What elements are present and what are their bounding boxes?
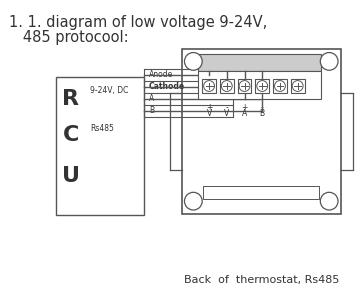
Circle shape <box>275 80 285 91</box>
Text: Cathode: Cathode <box>149 83 185 91</box>
Circle shape <box>184 52 202 70</box>
Bar <box>55 77 144 215</box>
Text: 485 protocool:: 485 protocool: <box>9 30 129 45</box>
Text: -: - <box>225 103 228 112</box>
Bar <box>181 49 341 214</box>
Circle shape <box>239 80 250 91</box>
Text: A: A <box>242 109 247 118</box>
Text: V: V <box>206 109 212 118</box>
Text: A: A <box>149 94 154 103</box>
Text: 9-24V, DC: 9-24V, DC <box>90 86 129 95</box>
Text: C: C <box>62 125 79 145</box>
Text: V: V <box>224 109 229 118</box>
Bar <box>255 79 269 93</box>
Text: -: - <box>261 103 264 112</box>
Circle shape <box>292 80 303 91</box>
Text: +: + <box>241 103 248 112</box>
Bar <box>238 79 251 93</box>
Text: B: B <box>149 106 154 115</box>
Bar <box>202 79 216 93</box>
Bar <box>203 187 319 199</box>
Bar <box>198 54 321 71</box>
Circle shape <box>320 52 338 70</box>
Text: 1. 1. diagram of low voltage 9-24V,: 1. 1. diagram of low voltage 9-24V, <box>9 15 267 30</box>
Text: U: U <box>62 166 80 186</box>
Text: R: R <box>62 89 80 109</box>
Bar <box>273 79 287 93</box>
Text: +: + <box>206 103 212 112</box>
Circle shape <box>221 80 232 91</box>
Text: B: B <box>260 109 265 118</box>
Circle shape <box>204 80 215 91</box>
Bar <box>220 79 234 93</box>
Circle shape <box>320 192 338 210</box>
Text: Anode: Anode <box>149 70 173 79</box>
Text: Back  of  thermostat, Rs485: Back of thermostat, Rs485 <box>184 275 339 285</box>
Bar <box>198 71 321 99</box>
Circle shape <box>184 192 202 210</box>
Circle shape <box>257 80 267 91</box>
Bar <box>291 79 305 93</box>
Text: Rs485: Rs485 <box>90 124 114 133</box>
